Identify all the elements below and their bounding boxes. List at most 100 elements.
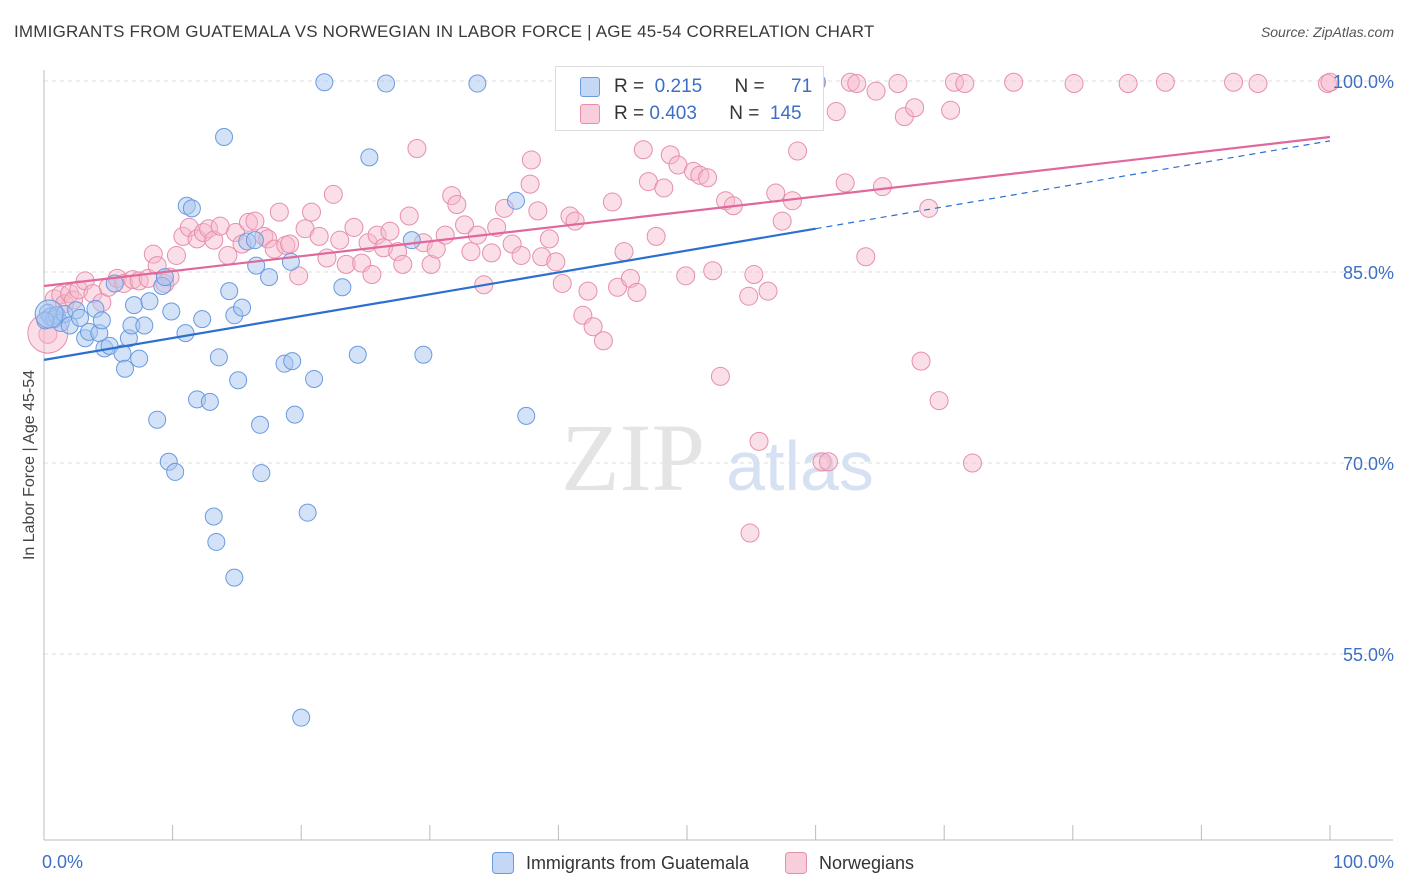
norwegians-point bbox=[289, 266, 309, 286]
norwegians-point bbox=[461, 242, 481, 262]
legend-item-norwegians: Norwegians bbox=[785, 852, 914, 874]
guatemala-point bbox=[182, 199, 201, 218]
guatemala-trend-extension bbox=[815, 140, 1331, 230]
guatemala-cluster-point bbox=[34, 299, 64, 329]
norwegians-point bbox=[1224, 72, 1244, 92]
legend-n-value: 145 bbox=[769, 103, 802, 124]
legend-swatch-pink bbox=[785, 852, 808, 874]
norwegians-point bbox=[758, 281, 778, 301]
norwegians-point bbox=[826, 102, 846, 122]
norwegians-point bbox=[435, 225, 455, 245]
norwegians-point bbox=[676, 266, 696, 286]
guatemala-point bbox=[130, 349, 149, 368]
stats-legend: R = 0.215 N = 71 R = 0.403 N = 145 bbox=[555, 66, 824, 131]
norwegians-point bbox=[944, 72, 964, 92]
norwegians-point bbox=[143, 244, 163, 264]
norwegians-point bbox=[654, 178, 674, 198]
guatemala-point bbox=[135, 316, 154, 335]
norwegians-point bbox=[1320, 72, 1340, 92]
norwegians-point bbox=[905, 98, 925, 118]
norwegians-point bbox=[698, 168, 718, 188]
norwegians-points bbox=[27, 72, 1340, 543]
legend-swatch-blue bbox=[580, 77, 600, 97]
norwegians-point bbox=[269, 202, 289, 222]
guatemala-point bbox=[204, 507, 223, 526]
norwegians-point bbox=[199, 219, 219, 239]
guatemala-point bbox=[333, 278, 352, 297]
norwegians-point bbox=[1004, 72, 1024, 92]
guatemala-point bbox=[283, 352, 302, 371]
guatemala-point bbox=[414, 345, 433, 364]
norwegians-point bbox=[660, 145, 680, 165]
legend-label-guatemala: Immigrants from Guatemala bbox=[525, 852, 750, 873]
norwegians-point bbox=[739, 286, 759, 306]
norwegians-point bbox=[520, 174, 540, 194]
norwegians-point bbox=[766, 183, 786, 203]
norwegians-point bbox=[546, 252, 566, 272]
norwegians-point bbox=[179, 217, 199, 237]
norwegians-point bbox=[749, 431, 769, 451]
guatemala-point bbox=[305, 369, 324, 388]
legend-n-label: N = bbox=[729, 103, 760, 124]
legend-swatch-blue bbox=[491, 852, 514, 874]
norwegians-point bbox=[447, 195, 467, 215]
norwegians-point bbox=[528, 201, 548, 221]
norwegians-point bbox=[367, 225, 387, 245]
norwegians-point bbox=[539, 229, 559, 249]
norwegians-point bbox=[583, 317, 603, 337]
guatemala-point bbox=[233, 298, 252, 317]
guatemala-point bbox=[517, 406, 536, 425]
norwegians-point bbox=[818, 452, 838, 472]
chart-title: IMMIGRANTS FROM GUATEMALA VS NORWEGIAN I… bbox=[14, 22, 875, 41]
norwegians-point bbox=[238, 212, 258, 232]
norwegians-point bbox=[323, 184, 343, 204]
guatemala-point bbox=[148, 410, 167, 429]
norwegians-point bbox=[633, 140, 653, 160]
norwegians-point bbox=[703, 261, 723, 281]
norwegians-point bbox=[646, 226, 666, 246]
norwegians-point bbox=[193, 223, 213, 243]
norwegians-point bbox=[344, 217, 364, 237]
guatemala-point bbox=[292, 708, 311, 727]
guatemala-point bbox=[377, 74, 396, 93]
series-legend: Immigrants from Guatemala Norwegians bbox=[0, 852, 1406, 874]
norwegians-point bbox=[962, 453, 982, 473]
y-tick-label: 85.0% bbox=[1342, 263, 1394, 283]
norwegians-point bbox=[1118, 74, 1138, 94]
norwegians-point bbox=[690, 165, 710, 185]
trend-lines bbox=[43, 135, 1331, 361]
norwegians-point bbox=[888, 74, 908, 94]
guatemala-point bbox=[225, 568, 244, 587]
guatemala-point bbox=[315, 73, 334, 92]
norwegians-point bbox=[710, 366, 730, 386]
norwegians-point bbox=[421, 254, 441, 274]
legend-r-value: 0.403 bbox=[649, 103, 697, 124]
norwegians-point bbox=[614, 242, 634, 262]
norwegians-point bbox=[955, 74, 975, 94]
norwegians-point bbox=[602, 192, 622, 212]
guatemala-point bbox=[298, 503, 317, 522]
legend-row-norwegians: R = 0.403 N = 145 bbox=[580, 102, 802, 126]
norwegians-point bbox=[847, 74, 867, 94]
norwegians-point bbox=[487, 217, 507, 237]
guatemala-point bbox=[245, 231, 264, 250]
legend-r-value: 0.215 bbox=[654, 76, 703, 97]
norwegians-point bbox=[407, 138, 427, 158]
norwegians-point bbox=[204, 230, 224, 250]
norwegians-point bbox=[1155, 72, 1175, 92]
norwegians-point bbox=[166, 245, 186, 265]
guatemala-point bbox=[116, 359, 135, 378]
y-tick-label: 70.0% bbox=[1342, 454, 1394, 474]
norwegians-point bbox=[593, 331, 613, 351]
norwegians-point bbox=[393, 254, 413, 274]
guatemala-point bbox=[209, 348, 228, 367]
norwegians-point bbox=[455, 215, 475, 235]
norwegians-point bbox=[482, 243, 502, 263]
x-tick-label-max: 100.0% bbox=[1332, 852, 1394, 872]
guatemala-point bbox=[506, 191, 525, 210]
legend-n-label: N = bbox=[734, 76, 765, 97]
norwegians-point bbox=[362, 265, 382, 285]
norwegians-point bbox=[578, 281, 598, 301]
norwegians-point bbox=[911, 351, 931, 371]
